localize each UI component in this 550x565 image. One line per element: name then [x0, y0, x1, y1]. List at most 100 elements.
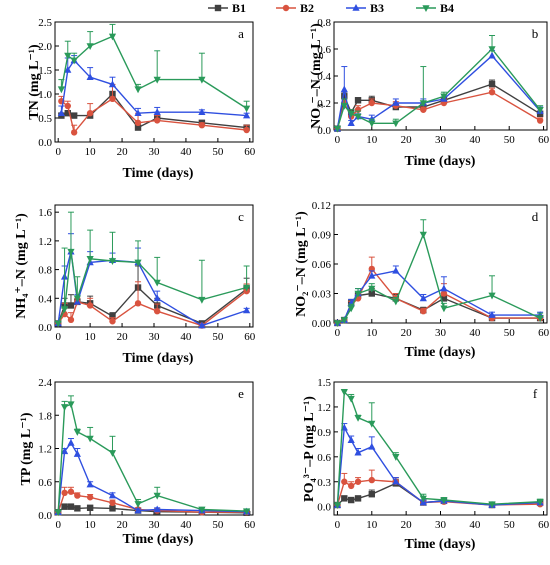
data-point: [354, 414, 362, 422]
data-point: [109, 505, 116, 512]
plot-frame-f: [333, 381, 548, 516]
data-point: [109, 313, 116, 320]
data-point: [340, 85, 348, 93]
data-point: [536, 106, 544, 114]
data-point: [134, 501, 142, 508]
data-point: [198, 76, 206, 84]
legend-label-b2: B2: [300, 1, 314, 15]
series-b2: [334, 87, 544, 132]
data-point: [109, 95, 116, 103]
data-point: [368, 420, 376, 428]
plot-frame-b: [333, 21, 548, 131]
data-point: [488, 51, 496, 59]
panel-b: 0.0 0.2 0.4 0.6 0.8 0 10 20 30 40 50 60 Time (days) N…: [309, 17, 550, 169]
y-tick-label: 0.4: [317, 71, 331, 83]
data-point: [368, 271, 376, 279]
data-point: [86, 504, 94, 511]
panel-letter: e: [238, 386, 244, 401]
data-point: [368, 120, 376, 128]
x-tick-label: 50: [504, 134, 516, 146]
series-b3: [54, 233, 251, 329]
y-axis-label: TP (mg L⁻¹): [19, 412, 34, 485]
x-tick-label: 50: [504, 519, 516, 531]
y-tick-label: 0.6: [38, 477, 52, 489]
y-tick-label: 0.0: [38, 510, 52, 522]
data-point: [108, 450, 117, 457]
panel-c: 0.0 0.4 0.8 1.2 1.6 0 10 20 30 40 50 60 Time (days) N…: [14, 204, 256, 366]
series-line: [57, 403, 247, 513]
y-tick-label: 0.0: [317, 125, 331, 137]
x-tick-label: 50: [212, 331, 224, 343]
y-tick-label: 0.00: [312, 318, 332, 330]
panel-f: 0.0 0.3 0.6 0.9 1.2 1.5 0 10 20 30 40 50 60 Time (day…: [302, 377, 550, 552]
series-b1: [334, 288, 544, 327]
data-point: [354, 113, 362, 121]
data-point: [61, 503, 68, 510]
data-point: [134, 109, 142, 116]
x-tick-label: 60: [538, 519, 550, 531]
x-axis-label: Time (days): [123, 351, 194, 366]
legend-marker-b2: [282, 4, 290, 12]
data-point: [198, 321, 206, 329]
data-point: [347, 436, 355, 443]
data-point: [440, 305, 448, 313]
data-point: [134, 86, 142, 94]
data-point: [347, 496, 355, 504]
data-point: [67, 401, 75, 409]
data-point: [54, 320, 62, 328]
data-point: [340, 317, 348, 325]
panel-e: 0.0 0.6 1.2 1.8 2.4 0 10 20 30 40 50 60 Time (days) T…: [19, 377, 256, 547]
x-tick-label: 40: [180, 519, 192, 531]
series-b3: [333, 49, 544, 132]
data-point: [354, 495, 362, 502]
y-tick-label: 0.8: [38, 265, 52, 277]
panel-d: 0.00 0.03 0.06 0.09 0.12 0 10 20 30 40 50 60 Time (d…: [294, 200, 550, 360]
data-point: [134, 506, 142, 514]
data-point: [354, 97, 362, 104]
legend-label-b4: B4: [440, 1, 454, 15]
legend-label-b3: B3: [370, 1, 384, 15]
y-axis-label: TN (mg L⁻¹): [27, 44, 42, 120]
x-axis-label: Time (days): [405, 154, 476, 169]
data-point: [86, 43, 94, 50]
data-point: [488, 89, 496, 96]
panel-letter: f: [533, 386, 538, 401]
x-tick-label: 40: [469, 134, 481, 146]
data-point: [368, 476, 375, 484]
series-b3: [333, 423, 544, 508]
x-tick-label: 40: [469, 327, 481, 339]
y-tick-label: 0.06: [312, 259, 332, 271]
y-axis-label: NO₂⁻–N (mg L⁻¹): [294, 211, 309, 317]
data-point: [440, 284, 448, 292]
y-tick-label: 1.2: [38, 236, 52, 248]
series-b4: [333, 35, 544, 133]
data-point: [536, 117, 544, 124]
legend-marker-b1: [214, 4, 222, 12]
x-axis-label: Time (days): [405, 537, 476, 552]
data-point: [198, 122, 206, 129]
data-point: [67, 488, 75, 495]
data-point: [368, 290, 375, 297]
legend-marker-b3: [352, 4, 360, 11]
data-point: [488, 80, 496, 88]
legend-marker-b4: [422, 5, 430, 12]
x-tick-label: 60: [538, 327, 550, 339]
data-point: [392, 120, 400, 128]
series-line: [57, 251, 247, 327]
data-point: [341, 495, 348, 502]
data-point: [420, 106, 427, 113]
x-tick-label: 60: [244, 146, 256, 158]
data-point: [368, 99, 375, 107]
data-point: [86, 480, 94, 488]
data-point: [108, 491, 117, 499]
data-point: [333, 125, 342, 133]
x-tick-label: 30: [435, 519, 447, 531]
y-tick-label: 1.2: [317, 402, 331, 414]
y-axis-label: NH₄⁺–N (mg L⁻¹): [14, 213, 29, 319]
data-point: [134, 124, 142, 131]
data-point: [347, 305, 355, 313]
data-point: [86, 494, 94, 501]
data-point: [419, 231, 427, 239]
x-tick-label: 20: [401, 134, 413, 146]
